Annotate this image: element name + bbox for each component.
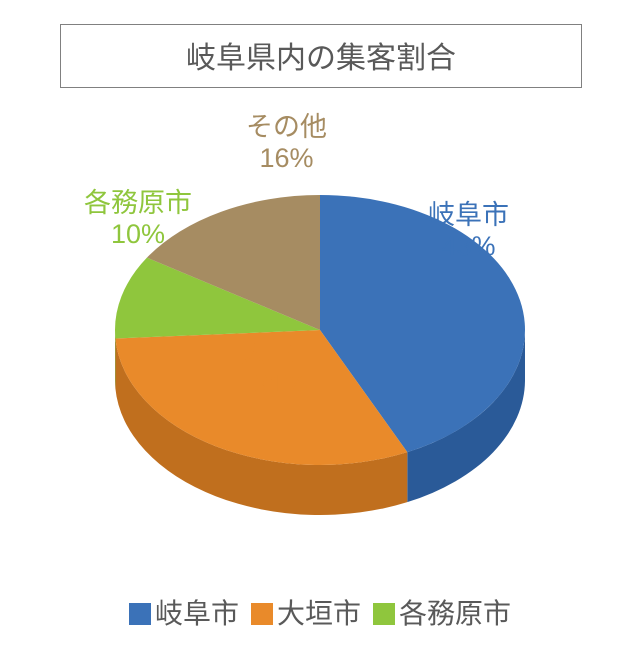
chart-title: 岐阜県内の集客割合 — [186, 42, 456, 75]
slice-label-ogaki: 大垣市31% — [240, 338, 321, 400]
legend-item-gifu: 岐阜市 — [129, 592, 239, 632]
slice-label-value: 31% — [240, 369, 321, 400]
slice-label-kakamigahara: 各務原市10% — [84, 188, 192, 250]
slice-label-name: 大垣市 — [240, 338, 321, 369]
slice-label-name: その他 — [246, 112, 327, 143]
chart-area: 岐阜市43% 大垣市31% 各務原市10% その他16% — [0, 100, 640, 560]
legend-label: 岐阜市 — [155, 598, 239, 629]
legend-swatch — [251, 603, 273, 625]
legend-swatch — [129, 603, 151, 625]
slice-label-other: その他16% — [246, 112, 327, 174]
chart-title-box: 岐阜県内の集客割合 — [60, 24, 582, 88]
legend-swatch — [373, 603, 395, 625]
slice-label-gifu: 岐阜市43% — [428, 200, 509, 262]
legend-label: 大垣市 — [277, 598, 361, 629]
legend-item-ogaki: 大垣市 — [251, 592, 361, 632]
legend: 岐阜市 大垣市 各務原市 — [0, 592, 640, 632]
legend-item-kakamigahara: 各務原市 — [373, 592, 511, 632]
slice-label-value: 16% — [246, 143, 327, 174]
slice-label-value: 43% — [428, 231, 509, 262]
page-root: 岐阜県内の集客割合 岐阜市43%大垣市31%各務原市10%その他16% 岐阜市大… — [0, 0, 640, 658]
slice-label-name: 各務原市 — [84, 188, 192, 219]
slice-label-value: 10% — [84, 219, 192, 250]
legend-label: 各務原市 — [399, 598, 511, 629]
slice-label-name: 岐阜市 — [428, 200, 509, 231]
